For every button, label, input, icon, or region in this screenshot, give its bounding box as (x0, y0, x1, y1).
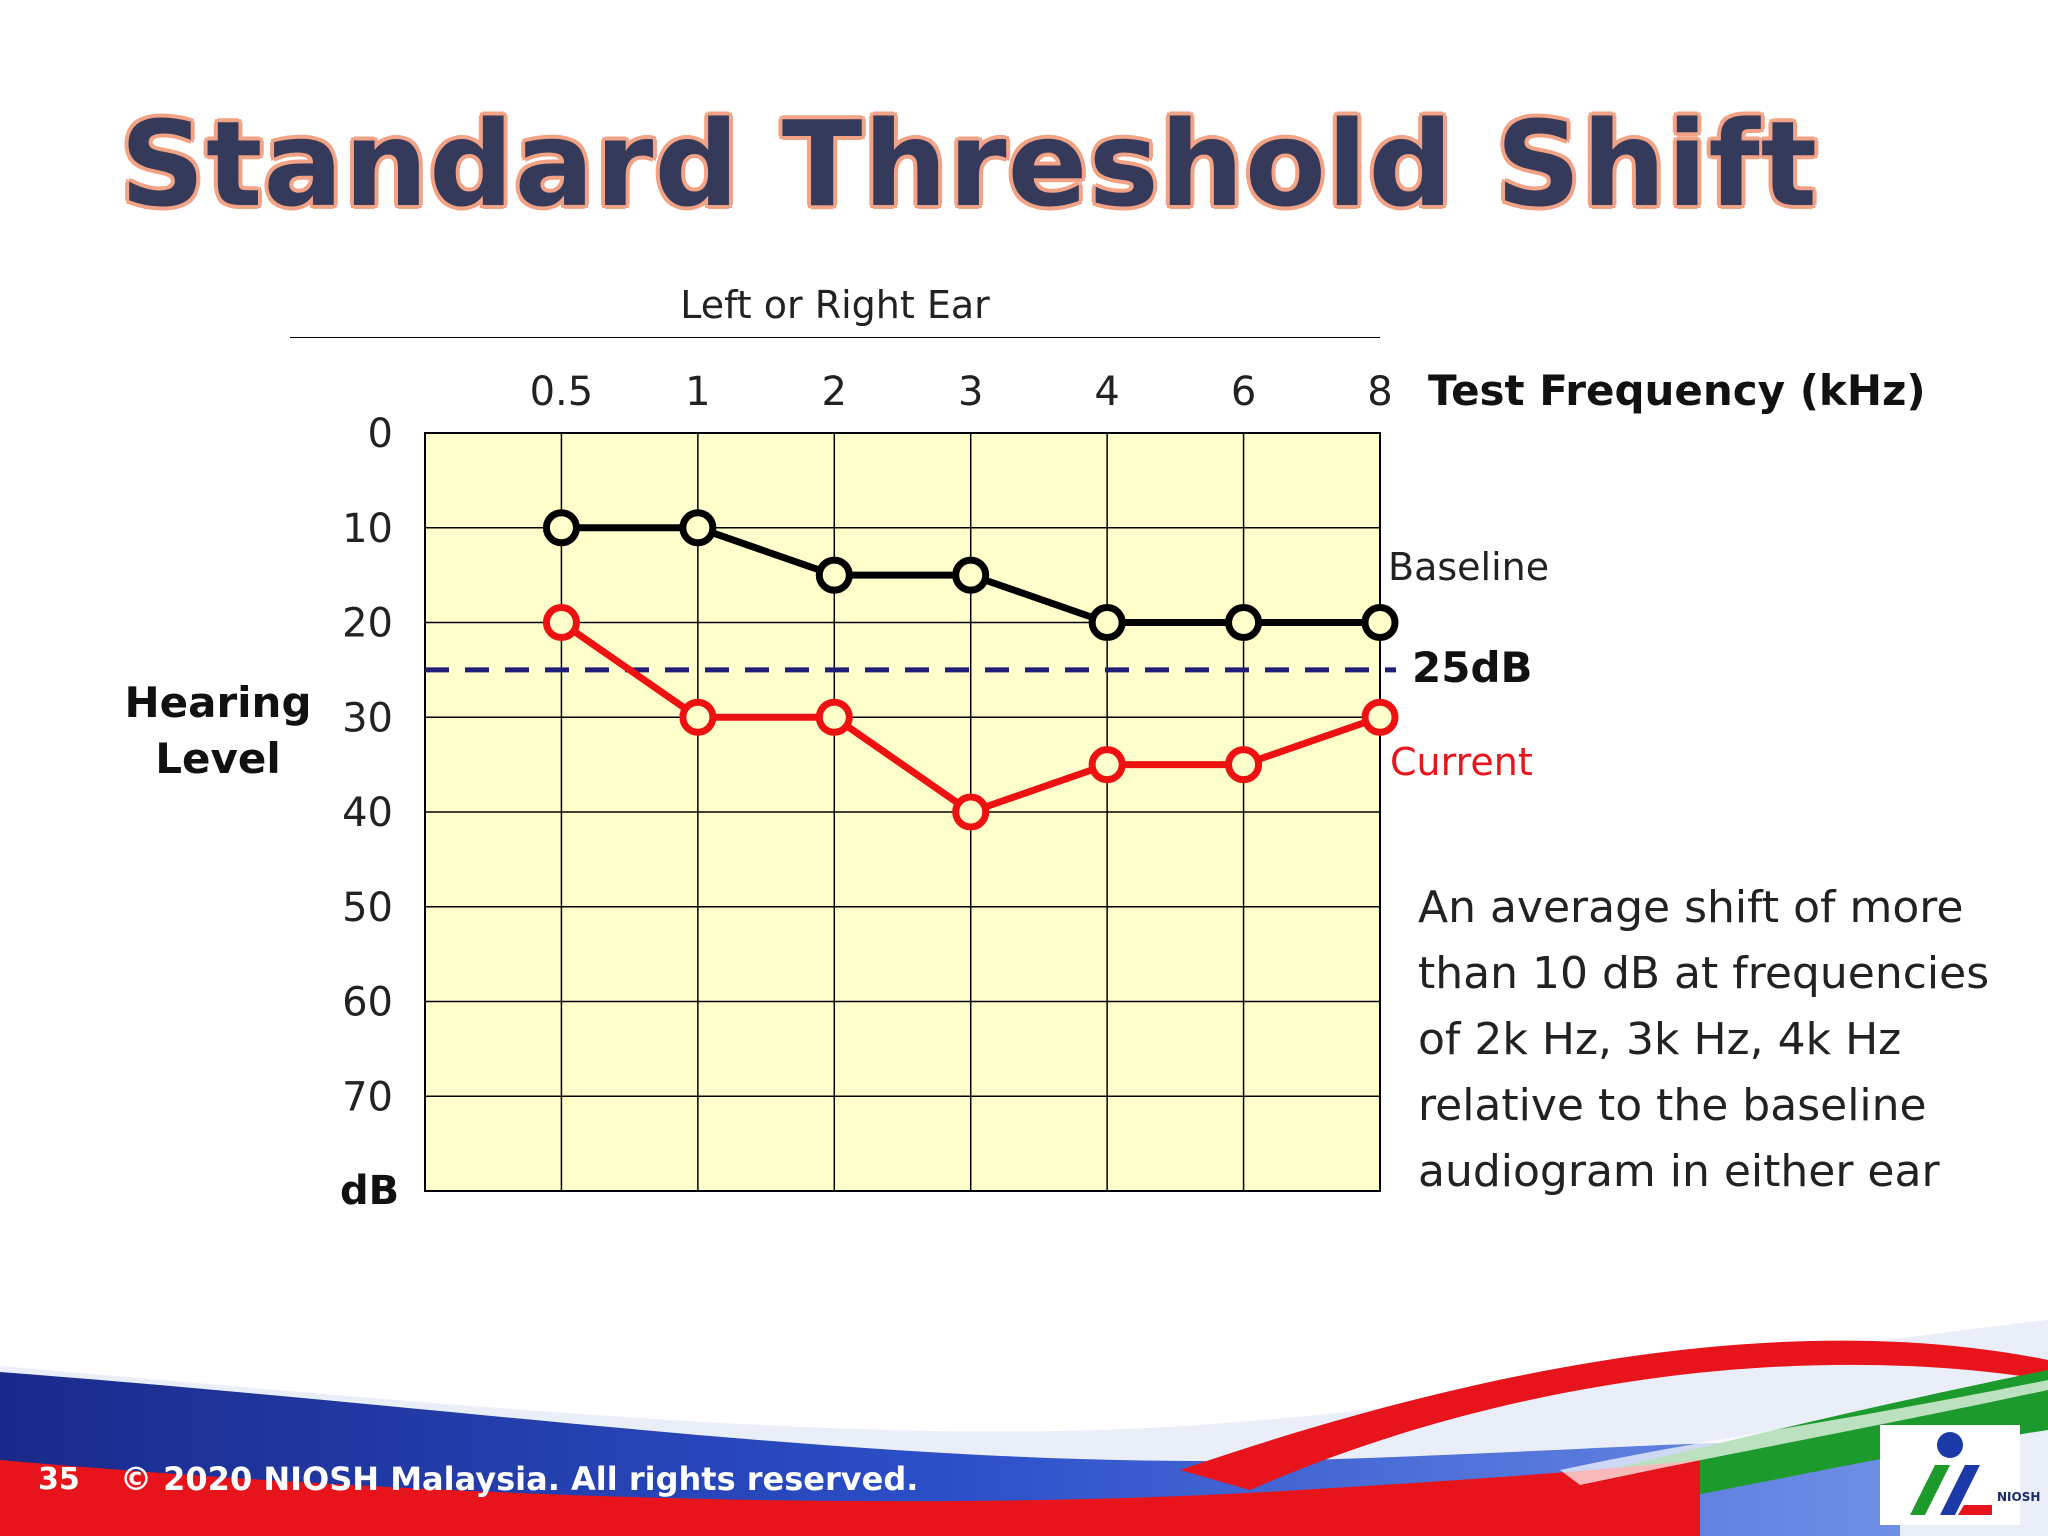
current-data-point (1088, 746, 1126, 784)
baseline-data-point (542, 509, 580, 547)
current-series-label: Current (1390, 740, 1533, 784)
baseline-data-point (1361, 604, 1399, 641)
x-tick-label: 0.5 (530, 369, 594, 415)
current-data-point (542, 604, 580, 641)
y-axis-title-line-2: Level (155, 734, 281, 783)
baseline-data-point (1088, 604, 1126, 641)
current-data-point (952, 793, 990, 831)
baseline-data-point (815, 556, 853, 594)
current-data-point (1361, 698, 1399, 736)
current-data-point (815, 698, 853, 736)
x-tick-label: 3 (958, 369, 983, 415)
y-tick-label: 30 (342, 695, 393, 741)
y-tick-label: 40 (342, 790, 393, 836)
page-number: 35 (38, 1462, 80, 1497)
x-tick-label: 2 (822, 369, 847, 415)
reference-line-label: 25dB (1412, 643, 1533, 692)
slide-title: Standard Threshold Shift (120, 95, 1819, 233)
x-tick-label: 8 (1367, 369, 1392, 415)
y-axis-title: Hearing Level (118, 675, 318, 787)
x-tick-label: 6 (1231, 369, 1256, 415)
y-tick-label: 0 (368, 411, 393, 457)
y-tick-label: 50 (342, 885, 393, 931)
niosh-logo (1880, 1425, 2020, 1525)
current-data-point (679, 698, 717, 736)
x-tick-label: 1 (685, 369, 710, 415)
copyright-text: © 2020 NIOSH Malaysia. All rights reserv… (120, 1460, 919, 1498)
x-axis-title: Test Frequency (kHz) (1428, 366, 1926, 415)
baseline-data-point (952, 556, 990, 594)
y-axis-unit: dB (340, 1168, 400, 1214)
baseline-series-label: Baseline (1388, 545, 1550, 589)
chart-title-underline (290, 337, 1380, 338)
chart-title: Left or Right Ear (680, 283, 990, 327)
logo-wordmark: NIOSH (1997, 1490, 2041, 1504)
x-tick-label: 4 (1094, 369, 1119, 415)
y-axis-title-line-1: Hearing (124, 678, 312, 727)
y-tick-label: 10 (342, 506, 393, 552)
threshold-shift-note: An average shift of more than 10 dB at f… (1418, 882, 1990, 1197)
y-tick-label: 20 (342, 601, 393, 647)
baseline-data-point (679, 509, 717, 547)
baseline-data-point (1225, 604, 1263, 641)
y-tick-label: 70 (342, 1074, 393, 1120)
y-tick-label: 60 (342, 980, 393, 1026)
footer-swoosh-graphic (0, 1320, 2048, 1536)
current-data-point (1225, 746, 1263, 784)
